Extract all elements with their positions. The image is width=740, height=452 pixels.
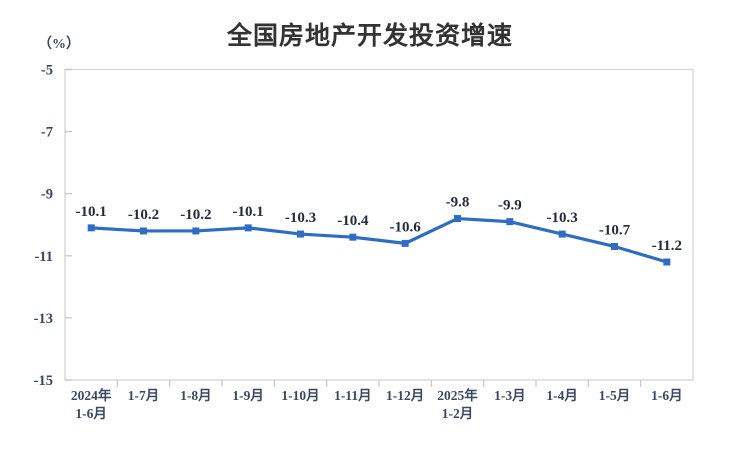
data-point-label: -10.6 [390,219,422,235]
data-point-label: -10.3 [547,210,578,226]
x-axis-tick-label: 1-9月 [232,388,264,403]
x-axis-tick-label: 1-10月 [281,388,319,403]
y-axis-tick-label: -5 [41,63,53,79]
y-axis-unit-label: （%） [38,37,80,52]
data-point-marker [349,233,357,241]
y-axis-tick-label: -11 [34,249,53,265]
data-point-label: -11.2 [652,238,682,254]
data-point-label: -9.8 [446,195,470,211]
data-point-marker [506,218,514,226]
x-axis-tick-label: 2024年 [71,387,112,403]
data-point-marker [454,215,461,223]
data-point-marker [401,239,409,247]
data-point-marker [558,230,566,238]
data-point-marker [297,230,304,238]
x-axis-tick-label: 1-7月 [128,388,160,403]
data-point-marker [87,224,95,232]
x-axis-tick-label: 1-4月 [546,388,578,403]
x-axis-tick-label: 1-12月 [386,388,424,403]
data-point-marker [611,242,618,250]
x-axis-tick-label: 1-3月 [494,388,526,403]
data-point-label: -10.2 [180,207,211,223]
x-axis-tick-label: 1-5月 [599,388,631,403]
data-point-label: -10.4 [337,213,369,229]
y-axis-tick-label: -7 [41,125,53,141]
x-axis-tick-label: 1-6月 [651,388,683,403]
series-line [89,216,669,264]
data-point-marker [192,227,200,235]
data-point-marker [244,224,252,232]
x-axis-tick-label: 1-6月 [75,406,107,421]
y-axis-tick-label: -9 [41,187,53,203]
data-point-label: -10.2 [128,207,159,223]
data-point-label: -10.1 [76,204,107,220]
y-axis-tick-label: -13 [34,311,53,327]
data-point-label: -9.9 [498,198,522,214]
x-axis-tick-label: 1-11月 [334,388,372,403]
data-point-marker [663,258,671,266]
data-point-label: -10.3 [285,210,316,226]
chart-title: 全国房地产开发投资增速 [226,22,513,50]
x-axis-tick-label: 2025年 [437,387,478,403]
data-point-marker [140,227,147,235]
data-point-label: -10.1 [233,204,264,220]
x-axis-tick-label: 1-8月 [180,388,212,403]
y-axis-tick-label: -15 [34,373,53,389]
data-point-label: -10.7 [599,222,631,238]
x-axis-tick-label: 1-2月 [442,406,474,421]
